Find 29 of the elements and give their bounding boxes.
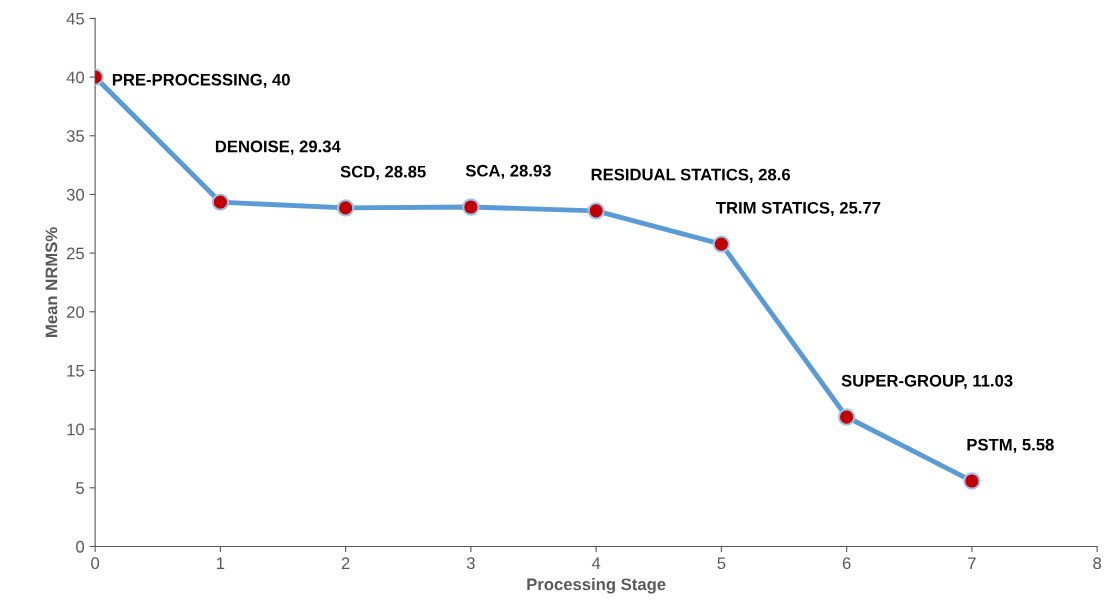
annotation: PRE-PROCESSING, 40 [112,73,290,89]
y-tick-label: 20 [67,306,85,318]
x-tick-label: 1 [217,557,225,569]
y-tick-label: 45 [66,12,84,25]
y-tick-label: 25 [67,247,84,260]
y-tick-label: 30 [66,188,85,201]
y-tick-label: 15 [67,365,84,377]
y-tick-label: 40 [66,71,85,84]
annotation: SUPER-GROUP, 11.03 [841,374,1013,390]
x-tick-label: 6 [842,557,851,570]
annotation: RESIDUAL STATICS, 28.6 [591,168,791,183]
y-tick-label: 0 [76,540,85,553]
y-tick-label: 5 [76,482,84,494]
y-tick-label: 10 [67,423,85,436]
annotation: DENOISE, 29.34 [215,140,341,155]
x-tick-label: 7 [968,557,976,569]
x-tick-label: 2 [341,557,350,569]
annotation: PSTM, 5.58 [967,438,1054,454]
x-tick-label: 8 [1093,557,1102,570]
x-tick-label: 0 [91,557,100,570]
x-tick-label: 4 [591,557,601,569]
x-tick-label: 3 [466,557,475,570]
x-tick-label: 5 [717,557,726,570]
y-tick-label: 35 [66,130,84,142]
x-axis-title: Processing Stage [527,577,666,594]
annotation: TRIM STATICS, 25.77 [716,201,881,217]
annotation: SCA, 28.93 [465,164,551,180]
y-axis-title: Mean NRMS% [45,227,58,337]
annotation: SCD, 28.85 [340,165,426,180]
